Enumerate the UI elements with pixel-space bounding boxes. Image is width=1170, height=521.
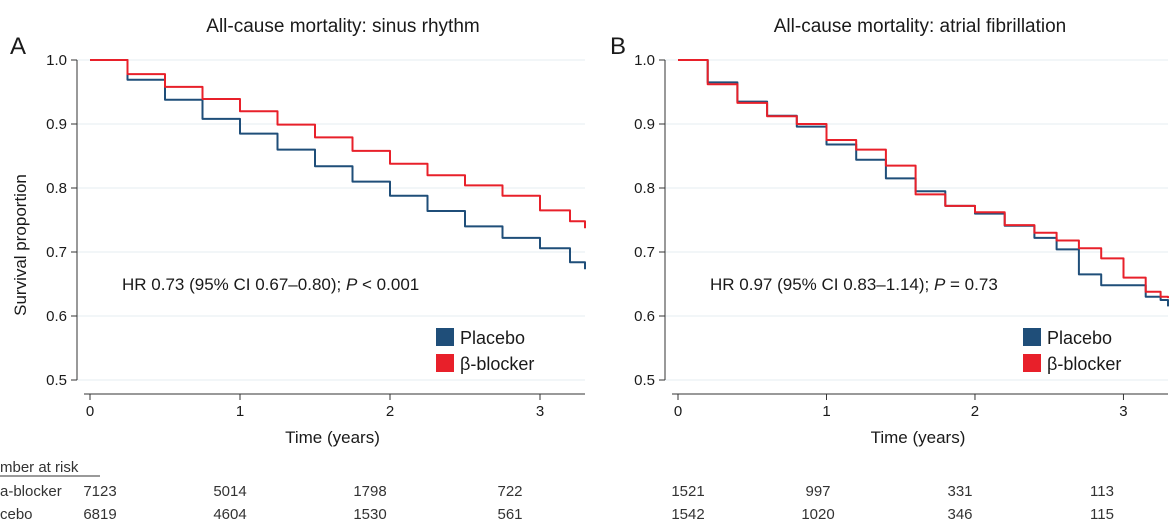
y-tick-label: 0.6 bbox=[46, 308, 67, 325]
risk-count: 115 bbox=[1090, 506, 1114, 521]
y-tick-label: 0.5 bbox=[46, 372, 67, 389]
series-line-beta-blocker bbox=[678, 59, 1169, 299]
x-tick-label: 2 bbox=[386, 403, 394, 420]
series-line-beta-blocker bbox=[90, 59, 586, 229]
panel-label: B bbox=[610, 33, 626, 60]
x-tick-label: 3 bbox=[1119, 403, 1127, 420]
y-tick-label: 0.9 bbox=[46, 116, 67, 133]
y-tick-label: 1.0 bbox=[46, 52, 67, 69]
risk-table: mber at risk a-blocker 7123 5014 1798 722 1521… bbox=[0, 459, 1114, 521]
y-tick-label: 0.8 bbox=[634, 180, 655, 197]
risk-count: 1798 bbox=[353, 483, 386, 500]
legend-label: Placebo bbox=[1047, 328, 1112, 348]
risk-count: 6819 bbox=[83, 506, 116, 521]
x-tick-label: 0 bbox=[674, 403, 682, 420]
x-axis-title: Time (years) bbox=[285, 428, 380, 447]
risk-count: 1521 bbox=[671, 483, 704, 500]
y-tick-label: 0.5 bbox=[634, 372, 655, 389]
chart-title: All-cause mortality: atrial fibrillation bbox=[774, 16, 1067, 37]
risk-count: 5014 bbox=[213, 483, 246, 500]
y-tick-label: 0.7 bbox=[634, 244, 655, 261]
legend-label: β-blocker bbox=[1047, 354, 1121, 374]
series-line-placebo bbox=[678, 59, 1169, 307]
panel-label: A bbox=[10, 33, 26, 60]
chart-panel-a: All-cause mortality: sinus rhythm A 0.5 0.6… bbox=[10, 16, 586, 447]
chart-title: All-cause mortality: sinus rhythm bbox=[206, 16, 479, 37]
legend-swatch bbox=[436, 354, 454, 372]
y-tick-label: 0.9 bbox=[634, 116, 655, 133]
risk-table-heading: mber at risk bbox=[0, 459, 79, 476]
risk-count: 7123 bbox=[83, 483, 116, 500]
legend-swatch bbox=[1023, 354, 1041, 372]
x-tick-label: 3 bbox=[536, 403, 544, 420]
y-tick-label: 0.7 bbox=[46, 244, 67, 261]
risk-count: 722 bbox=[497, 483, 522, 500]
risk-count: 113 bbox=[1090, 483, 1114, 500]
x-tick-label: 2 bbox=[971, 403, 979, 420]
risk-count: 346 bbox=[947, 506, 972, 521]
hazard-ratio-annotation: HR 0.97 (95% CI 0.83–1.14); P = 0.73 bbox=[710, 275, 998, 294]
risk-count: 1542 bbox=[671, 506, 704, 521]
legend-swatch bbox=[436, 328, 454, 346]
risk-count: 331 bbox=[947, 483, 972, 500]
risk-row-label: a-blocker bbox=[0, 483, 62, 500]
series-line-placebo bbox=[90, 59, 586, 270]
risk-row-label: cebo bbox=[0, 506, 33, 521]
y-axis-title: Survival proportion bbox=[11, 174, 30, 316]
risk-count: 4604 bbox=[213, 506, 246, 521]
x-axis-title: Time (years) bbox=[871, 428, 966, 447]
x-tick-label: 1 bbox=[236, 403, 244, 420]
risk-count: 1530 bbox=[353, 506, 386, 521]
legend-label: Placebo bbox=[460, 328, 525, 348]
risk-count: 997 bbox=[805, 483, 830, 500]
y-tick-label: 0.6 bbox=[634, 308, 655, 325]
legend-swatch bbox=[1023, 328, 1041, 346]
y-tick-label: 0.8 bbox=[46, 180, 67, 197]
risk-count: 1020 bbox=[801, 506, 834, 521]
legend-label: β-blocker bbox=[460, 354, 534, 374]
x-tick-label: 0 bbox=[86, 403, 94, 420]
y-tick-label: 1.0 bbox=[634, 52, 655, 69]
risk-count: 561 bbox=[497, 506, 522, 521]
chart-panel-b: All-cause mortality: atrial fibrillation… bbox=[610, 16, 1169, 447]
hazard-ratio-annotation: HR 0.73 (95% CI 0.67–0.80); P < 0.001 bbox=[122, 275, 419, 294]
x-tick-label: 1 bbox=[822, 403, 830, 420]
